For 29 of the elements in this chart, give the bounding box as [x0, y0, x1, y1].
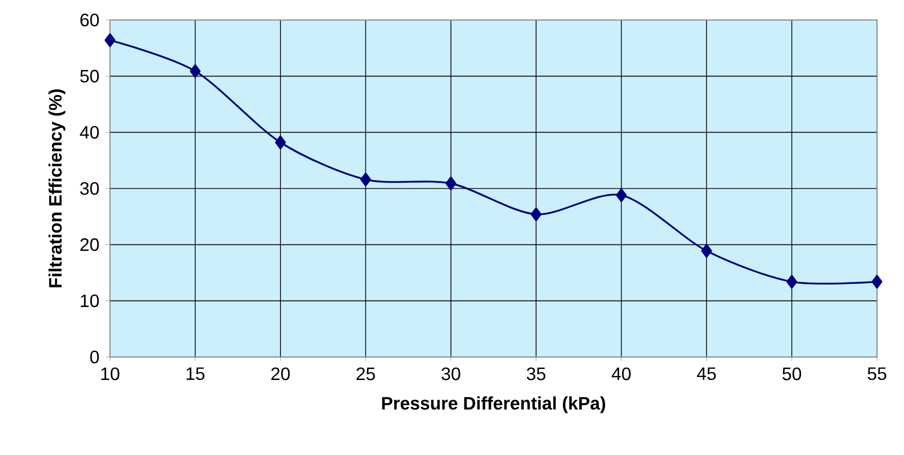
point [872, 274, 882, 289]
y-axis-title: Filtration Efficiency (%) [48, 89, 66, 288]
point [190, 64, 201, 78]
point [701, 244, 712, 258]
y-tick-label: 50 [80, 70, 99, 83]
point [275, 136, 286, 150]
x-tick-label: 45 [696, 367, 716, 380]
x-axis-title: Pressure Differential (kPa) [382, 396, 606, 414]
x-tick-label: 40 [612, 367, 631, 380]
point [104, 33, 116, 48]
x-tick-label: 25 [356, 367, 375, 380]
x-tick-label: 15 [186, 367, 204, 380]
x-tick-label: 55 [868, 367, 886, 380]
x-tick-label: 10 [101, 367, 120, 380]
x-tick-label: 30 [442, 367, 460, 380]
y-tick-label: 60 [80, 14, 99, 26]
x-tick-label: 20 [271, 367, 290, 380]
y-tick-label: 20 [80, 238, 99, 252]
y-tick-label: 0 [90, 350, 99, 364]
x-tick-label: 50 [782, 367, 802, 380]
x-tick-label: 35 [526, 367, 546, 380]
point [786, 274, 798, 289]
point [530, 207, 542, 222]
y-tick-label: 30 [80, 182, 99, 195]
y-tick-label: 10 [80, 294, 99, 308]
point [616, 188, 627, 202]
point [445, 176, 456, 190]
point [360, 172, 372, 186]
y-tick-label: 40 [80, 126, 99, 139]
